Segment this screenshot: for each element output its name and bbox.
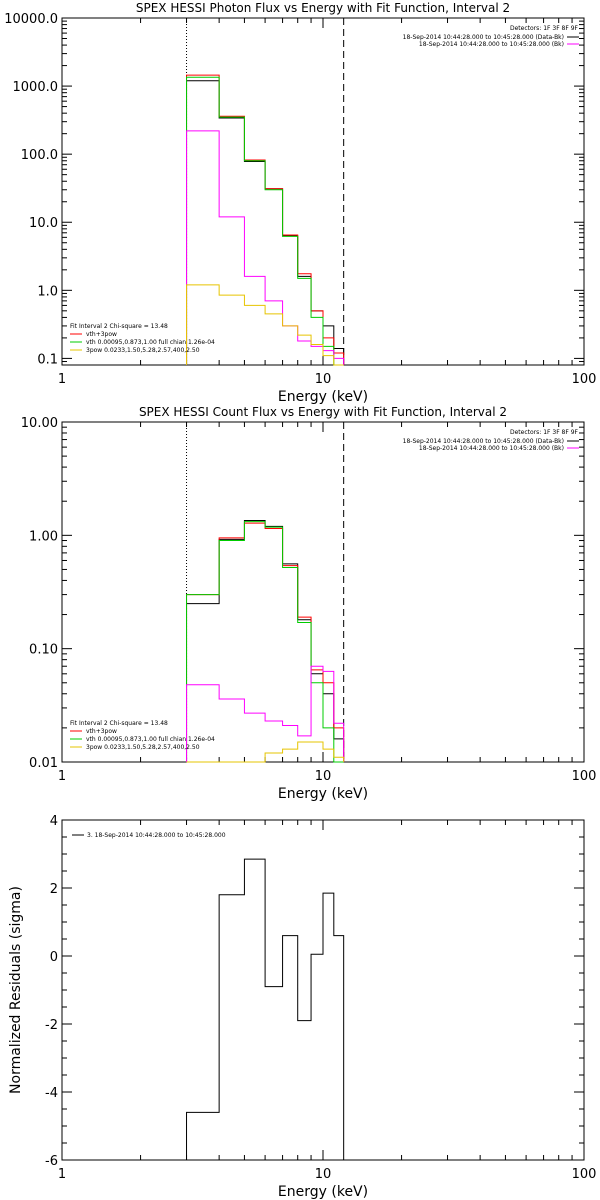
series-red-step xyxy=(186,522,345,762)
x-tick-label: 10 xyxy=(315,1167,332,1182)
series-green-step xyxy=(186,521,344,763)
x-tick-label: 100 xyxy=(572,769,597,784)
y-tick-label: 4 xyxy=(50,814,58,829)
x-tick-label: 1 xyxy=(58,372,66,387)
y-tick-label: 0.10 xyxy=(29,643,58,658)
y-tick-label: 10.00 xyxy=(21,416,58,431)
y-tick-label: 1.00 xyxy=(29,529,58,544)
legend-header: Detectors: 1F 3F 8F 9F xyxy=(510,25,579,32)
x-tick-label: 1 xyxy=(58,1167,66,1182)
fit-legend-entry: vth+3pow xyxy=(86,728,117,735)
y-tick-label: 10000.0 xyxy=(4,12,58,27)
y-tick-label: 1000.0 xyxy=(13,80,59,95)
x-tick-label: 100 xyxy=(572,372,597,387)
series-black-step xyxy=(186,80,345,365)
x-axis-label: Energy (keV) xyxy=(278,389,368,405)
x-tick-label: 10 xyxy=(315,372,332,387)
x-tick-label: 10 xyxy=(315,769,332,784)
y-tick-label: 1.0 xyxy=(37,284,58,299)
legend-entry: 18-Sep-2014 10:44:28.000 to 10:45:28.000… xyxy=(419,445,564,452)
y-tick-label: -6 xyxy=(45,1154,58,1169)
plot-frame xyxy=(61,819,585,1161)
legend-header: Detectors: 1F 3F 8F 9F xyxy=(510,429,579,436)
chart-title: SPEX HESSI Photon Flux vs Energy with Fi… xyxy=(136,1,510,15)
y-tick-label: -2 xyxy=(45,1018,58,1033)
panel-2: SPEX HESSI Count Flux vs Energy with Fit… xyxy=(21,405,597,802)
chart-title: SPEX HESSI Count Flux vs Energy with Fit… xyxy=(139,405,507,419)
x-tick-label: 1 xyxy=(58,769,66,784)
panel-3: 1 10 100 Energy (keV) -6 -4 -2 0 2 4 Normalized Re… xyxy=(8,814,596,1200)
fit-legend-entry: 3pow 0.0233,1.50,5.28,2.57,400,2.50 xyxy=(86,744,200,751)
y-axis-label: Normalized Residuals (sigma) xyxy=(8,886,24,1094)
series-black-step xyxy=(186,858,345,1160)
series-green-step xyxy=(186,76,344,366)
fit-legend-entry: 3pow 0.0233,1.50,5.28,2.57,400,2.50 xyxy=(86,347,200,354)
fit-legend-title: Fit Interval 2 Chi-square = 13.48 xyxy=(70,323,168,330)
legend-entry: 18-Sep-2014 10:44:28.000 to 10:45:28.000… xyxy=(403,438,564,445)
series-yellow-step xyxy=(186,741,345,763)
y-tick-label: 10.0 xyxy=(29,216,58,231)
legend-entry: 3. 18-Sep-2014 10:44:28.000 to 10:45:28.… xyxy=(87,832,226,839)
x-tick-label: 100 xyxy=(572,1167,597,1182)
series-red-step xyxy=(186,74,345,365)
series-black-step xyxy=(186,520,345,762)
legend-entry: 18-Sep-2014 10:44:28.000 to 10:45:28.000… xyxy=(419,41,564,48)
y-tick-label: 0.1 xyxy=(37,352,58,367)
x-axis-label: Energy (keV) xyxy=(278,1184,368,1200)
fit-legend-entry: vth 0.00095,0.873,1.00 full chian 1.26e-… xyxy=(86,339,215,346)
fit-legend-entry: vth+3pow xyxy=(86,331,117,338)
legend-entry: 18-Sep-2014 10:44:28.000 to 10:45:28.000… xyxy=(403,34,564,41)
fit-legend-title: Fit Interval 2 Chi-square = 13.48 xyxy=(70,720,168,727)
x-axis-label: Energy (keV) xyxy=(278,786,368,802)
series-yellow-step xyxy=(186,284,344,366)
panel-1: SPEX HESSI Photon Flux vs Energy with Fi… xyxy=(4,1,596,405)
y-tick-label: 100.0 xyxy=(21,148,58,163)
y-tick-label: 2 xyxy=(50,882,58,897)
y-tick-label: 0.01 xyxy=(29,756,58,771)
y-tick-label: -4 xyxy=(45,1086,58,1101)
series-magenta-step xyxy=(186,665,345,762)
fit-legend-entry: vth 0.00095,0.873,1.00 full chian 1.26e-… xyxy=(86,736,215,743)
y-tick-label: 0 xyxy=(50,950,58,965)
